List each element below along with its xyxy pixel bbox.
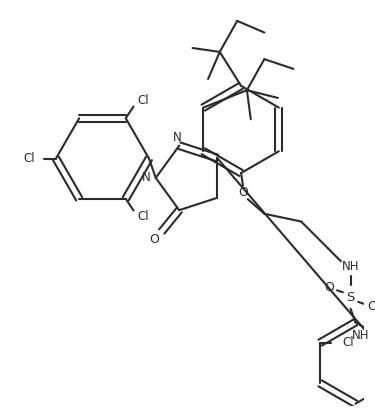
Text: Cl: Cl [23, 152, 34, 165]
Text: O: O [367, 300, 375, 313]
Text: S: S [346, 290, 355, 304]
Text: N: N [142, 171, 150, 185]
Text: Cl: Cl [137, 210, 149, 223]
Text: NH: NH [352, 329, 369, 342]
Text: N: N [173, 131, 182, 144]
Text: O: O [238, 186, 248, 199]
Text: Cl: Cl [342, 336, 354, 349]
Text: O: O [149, 233, 159, 246]
Text: Cl: Cl [137, 94, 149, 107]
Text: NH: NH [342, 260, 359, 273]
Text: O: O [324, 281, 334, 294]
